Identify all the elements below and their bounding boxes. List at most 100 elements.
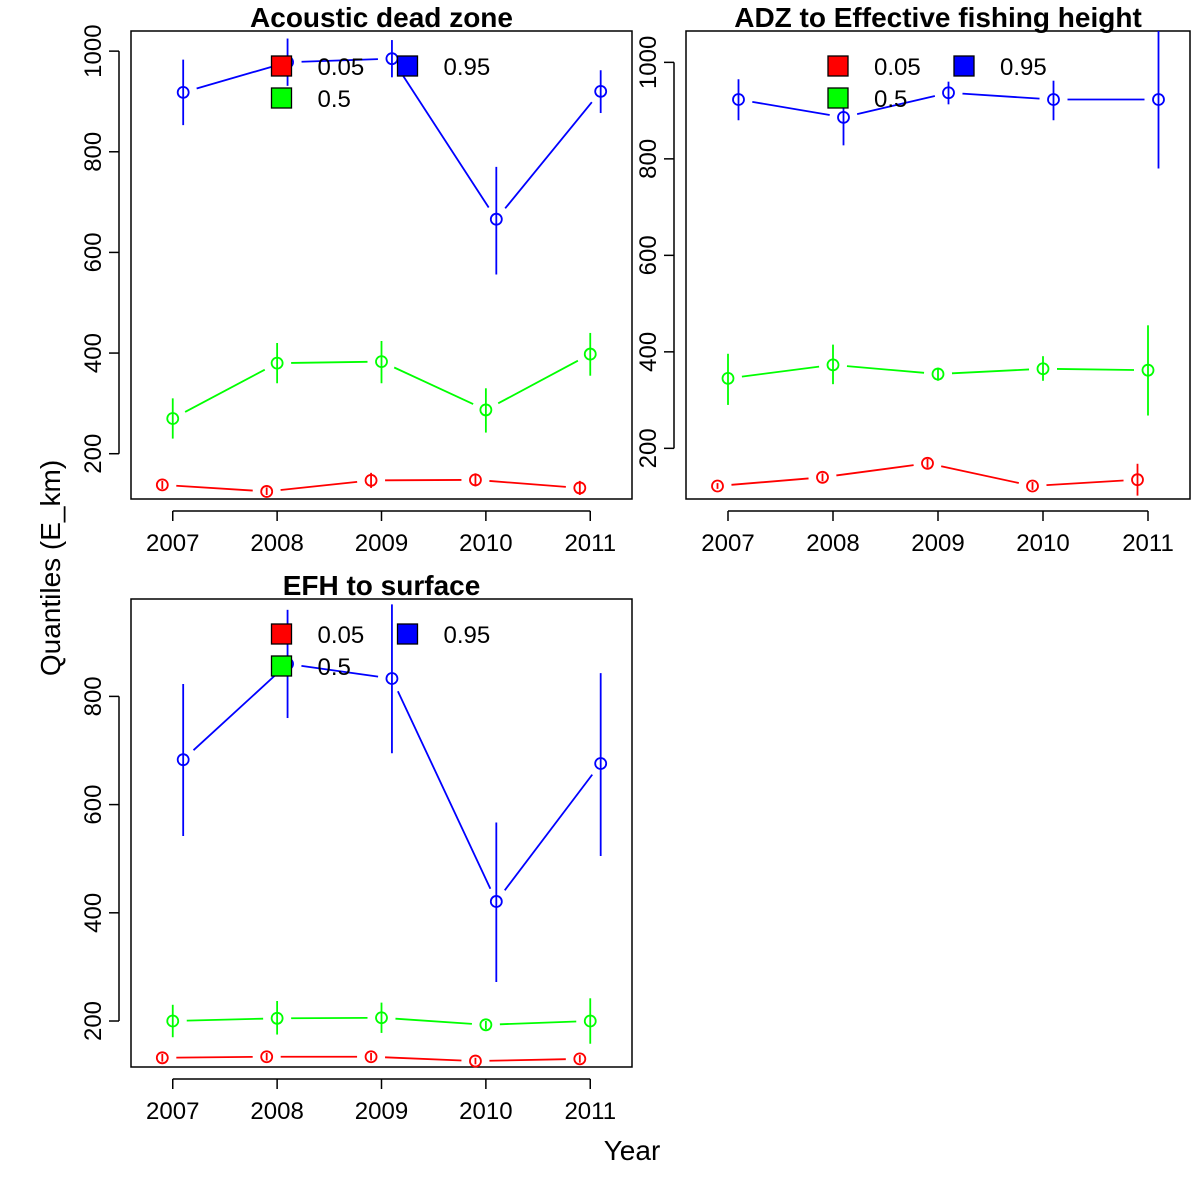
x-tick-label: 2009	[355, 530, 408, 557]
y-tick-label: 1000	[80, 24, 107, 77]
series-line-segment	[836, 464, 914, 477]
legend-swatch	[270, 623, 293, 645]
x-tick-label: 2011	[564, 530, 616, 557]
y-tick-label: 200	[80, 434, 107, 474]
y-tick-label: 400	[80, 333, 107, 373]
series-line-segment	[962, 92, 1040, 100]
legend-swatch	[827, 55, 849, 77]
series-line-segment	[301, 664, 379, 678]
legend-swatch	[827, 87, 849, 109]
x-tick-label: 2010	[459, 530, 512, 557]
legend: 0.05 0.95 0.5	[827, 54, 1047, 113]
plot-area	[176, 664, 593, 1062]
legend: 0.05 0.95 0.5	[270, 54, 490, 113]
legend-label: 0.5	[318, 654, 351, 681]
y-tick-label: 600	[80, 232, 107, 272]
data-point	[260, 1050, 274, 1064]
x-tick-label: 2008	[806, 530, 859, 557]
data-point	[583, 347, 597, 361]
data-point	[469, 473, 482, 487]
data-point	[364, 1050, 378, 1064]
y-tick-label: 800	[80, 676, 107, 716]
y-tick-label: 1000	[635, 36, 662, 89]
panel-title: ADZ to Effective fishing height	[734, 2, 1142, 33]
legend-swatch	[396, 623, 419, 645]
series-line-segment	[731, 477, 809, 486]
data-point	[594, 84, 608, 98]
data-point	[837, 110, 850, 124]
data-point	[1141, 363, 1155, 377]
data-point	[1036, 362, 1050, 376]
x-tick-label: 2010	[1016, 530, 1069, 557]
data-point	[176, 85, 190, 99]
y-tick-label: 600	[80, 785, 107, 825]
plot-frame	[685, 30, 1191, 500]
data-point	[1047, 93, 1060, 106]
legend-swatch	[270, 87, 293, 109]
legend-label: 0.05	[318, 622, 365, 649]
chart-panel-3: EFH to surface 2007 2008 2009 2010 2011 200 400…	[80, 570, 633, 1125]
legend: 0.05 0.95 0.5	[270, 622, 490, 681]
x-tick-label: 2009	[911, 530, 964, 557]
series-line-segment	[856, 95, 936, 116]
x-tick-label: 2011	[564, 1098, 616, 1125]
data-point	[594, 757, 608, 770]
data-point	[583, 1014, 597, 1028]
error-bars	[155, 604, 608, 1068]
data-point	[489, 895, 503, 908]
series-line-segment	[940, 465, 1020, 484]
series-line-segment	[395, 1017, 472, 1025]
error-bars	[711, 31, 1165, 496]
legend-swatch	[270, 55, 293, 77]
series-line-segment	[504, 101, 593, 209]
x-tick-label: 2009	[355, 1098, 408, 1125]
legend-label: 0.5	[318, 86, 351, 113]
data-point	[489, 212, 503, 226]
legend-label: 0.95	[1000, 54, 1047, 81]
series-line-segment	[497, 359, 579, 405]
series-line-segment	[489, 1058, 566, 1062]
legend-label: 0.5	[874, 86, 907, 113]
data-point	[826, 358, 840, 372]
series-line-segment	[301, 58, 378, 63]
series-line-segment	[846, 365, 925, 374]
data-point	[260, 485, 274, 498]
series-line-segment	[184, 368, 266, 413]
data-point	[921, 456, 934, 470]
data-point	[270, 356, 284, 370]
x-tick-label: 2007	[701, 530, 754, 557]
y-tick-label: 800	[80, 132, 107, 172]
data-point	[155, 478, 169, 492]
data-point	[479, 403, 493, 417]
data-point	[1026, 479, 1039, 493]
y-tick-label: 400	[635, 332, 662, 372]
plot-frame	[130, 598, 633, 1068]
panel-title: Acoustic dead zone	[250, 2, 513, 33]
series-line-segment	[186, 1017, 264, 1022]
series-line-segment	[196, 65, 275, 90]
data-point	[1152, 93, 1165, 106]
series-line-segment	[398, 69, 490, 208]
data-point	[732, 93, 745, 106]
y-axis-title: Quantiles (E_km)	[35, 460, 66, 676]
x-tick-label: 2010	[459, 1098, 512, 1125]
data-point	[364, 473, 378, 487]
y-tick-label: 600	[635, 235, 662, 275]
series-line-segment	[741, 365, 820, 378]
series-line-segment	[489, 480, 566, 488]
data-point	[479, 1018, 493, 1032]
data-point	[155, 1051, 169, 1065]
x-axis-title: Year	[604, 1135, 661, 1166]
y-tick-label: 200	[80, 1001, 107, 1041]
x-tick-label: 2008	[250, 530, 303, 557]
y-tick-label: 800	[635, 139, 662, 179]
series-line-segment	[393, 366, 474, 405]
series-line-segment	[385, 1056, 462, 1062]
data-point	[816, 470, 829, 484]
panel-title: EFH to surface	[283, 570, 481, 601]
data-point	[166, 412, 180, 425]
data-point	[942, 86, 955, 100]
legend-swatch	[270, 655, 293, 677]
series-line-segment	[951, 368, 1030, 375]
x-tick-label: 2007	[146, 530, 199, 557]
